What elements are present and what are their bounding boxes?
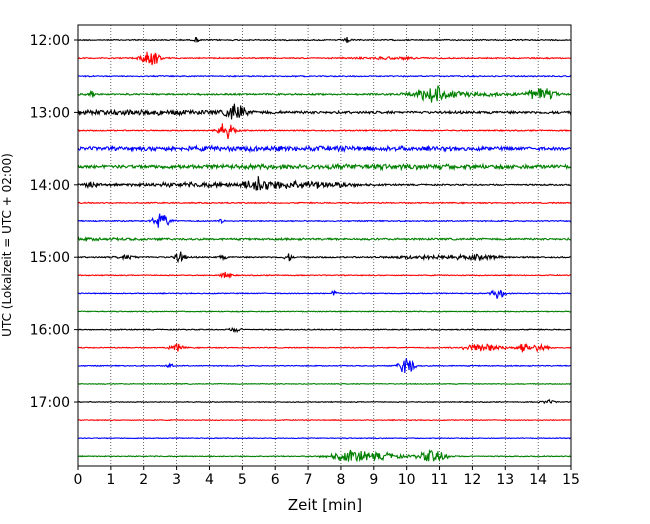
x-tick-label: 4 <box>205 472 214 488</box>
x-tick-label: 15 <box>562 472 580 488</box>
seismogram-trace <box>77 201 572 205</box>
seismogram-trace <box>77 289 572 299</box>
y-axis-label: UTC (Lokalzeit = UTC + 02:00) <box>0 153 14 337</box>
y-tick-label: 17:00 <box>30 395 70 411</box>
seismogram-trace <box>77 418 572 422</box>
seismogram-trace <box>77 176 572 191</box>
seismogram-trace <box>77 51 572 66</box>
y-tick-label: 15:00 <box>30 250 70 266</box>
x-tick-label: 6 <box>271 472 280 488</box>
plot-frame <box>77 24 572 467</box>
seismogram-trace <box>77 162 572 172</box>
seismogram-trace <box>77 123 572 140</box>
x-tick-label: 14 <box>529 472 547 488</box>
x-tick-label: 7 <box>304 472 313 488</box>
grid-layer <box>110 25 539 466</box>
y-tick-label: 12:00 <box>30 33 70 49</box>
trace-layer <box>77 37 572 463</box>
x-tick-label: 1 <box>106 472 115 488</box>
x-tick-label: 8 <box>336 472 345 488</box>
seismogram-trace <box>77 398 572 405</box>
seismogram-trace <box>77 74 572 78</box>
seismogram-trace <box>77 342 572 353</box>
y-tick-label: 16:00 <box>30 323 70 339</box>
x-tick-label: 11 <box>431 472 449 488</box>
seismogram-trace <box>77 144 572 154</box>
seismogram-trace <box>77 437 572 440</box>
seismogram-trace <box>77 213 572 228</box>
seismogram-trace <box>77 448 572 463</box>
seismogram-trace <box>77 310 572 313</box>
x-tick-label: 13 <box>496 472 514 488</box>
seismogram-trace <box>77 251 572 264</box>
x-tick-label: 2 <box>139 472 148 488</box>
seismogram-trace <box>77 37 572 44</box>
x-tick-label: 5 <box>238 472 247 488</box>
x-tick-label: 12 <box>463 472 481 488</box>
seismogram-trace <box>77 358 572 373</box>
x-axis-label: Zeit [min] <box>288 496 362 514</box>
y-tick-label: 14:00 <box>30 178 70 194</box>
x-tick-label: 3 <box>172 472 181 488</box>
x-tick-label: 10 <box>398 472 416 488</box>
axis-layer: 0 1 2 3 4 5 6 7 8 9 10 11 12 13 14 1512:0013:0014:0015:… <box>30 33 580 488</box>
seismogram-trace <box>77 103 572 120</box>
x-tick-label: 0 <box>74 472 83 488</box>
seismogram-trace <box>77 85 572 103</box>
x-tick-label: 9 <box>369 472 378 488</box>
seismogram-trace <box>77 382 572 385</box>
seismogram-trace <box>77 236 572 242</box>
y-tick-label: 13:00 <box>30 105 70 121</box>
seismogram-trace <box>77 326 572 334</box>
seismogram-trace <box>77 271 572 279</box>
